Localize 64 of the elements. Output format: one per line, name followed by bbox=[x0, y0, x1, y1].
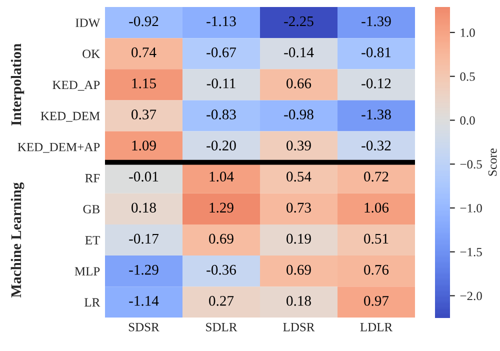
data-label: -0.01 bbox=[129, 172, 158, 182]
data-label: 0.66 bbox=[286, 78, 312, 88]
color-bar-title: Score bbox=[488, 148, 497, 176]
data-label: 0.72 bbox=[364, 172, 388, 182]
data-label: 1.09 bbox=[132, 140, 156, 151]
y-tick-label: KED_DEM bbox=[40, 112, 100, 122]
data-label: -1.29 bbox=[129, 264, 158, 275]
y-tick-label: IDW bbox=[76, 18, 100, 28]
color-bar-label: 0.5 bbox=[460, 72, 475, 81]
data-label: 0.37 bbox=[132, 110, 156, 120]
y-tick-label: GB bbox=[83, 204, 100, 214]
x-tick-label: LDLR bbox=[360, 323, 393, 332]
x-tick-label: SDSR bbox=[128, 322, 160, 332]
color-bar-label: 0.0 bbox=[460, 116, 475, 125]
data-label: -0.81 bbox=[362, 47, 391, 58]
text: Machine Learning bbox=[10, 182, 24, 298]
data-label: 0.27 bbox=[209, 296, 234, 306]
data-label: 0.18 bbox=[132, 202, 156, 213]
data-label: -2.25 bbox=[284, 16, 314, 26]
data-label: 0.76 bbox=[364, 264, 389, 275]
data-label: 0.74 bbox=[132, 47, 156, 58]
color-bar-label: 1.0 bbox=[460, 28, 475, 37]
y-tick-label: OK bbox=[82, 50, 100, 58]
data-label: 1.06 bbox=[364, 202, 389, 213]
data-label: 0.19 bbox=[286, 234, 311, 244]
data-label: 0.51 bbox=[364, 234, 388, 244]
data-label: 0.73 bbox=[286, 202, 311, 213]
y-tick-label: LR bbox=[84, 298, 100, 306]
data-label: -1.38 bbox=[362, 110, 391, 120]
data-label: -0.67 bbox=[206, 47, 236, 58]
data-label: -1.13 bbox=[206, 16, 236, 26]
data-label: -0.14 bbox=[284, 47, 314, 58]
y-tick-label: KED_DEM+AP bbox=[18, 142, 100, 153]
data-label: -1.14 bbox=[129, 296, 159, 306]
data-label: -0.17 bbox=[129, 234, 159, 244]
data-label: 1.04 bbox=[210, 172, 234, 182]
data-label: 1.29 bbox=[210, 202, 234, 213]
data-label: -0.11 bbox=[206, 78, 236, 88]
y-tick-label: RF bbox=[85, 174, 100, 182]
data-label: 0.18 bbox=[286, 296, 311, 306]
data-label: -0.20 bbox=[206, 140, 236, 151]
y-tick-label: ET bbox=[85, 236, 100, 244]
data-label: -0.98 bbox=[284, 110, 314, 120]
x-tick-label: SDLR bbox=[206, 322, 238, 332]
y-tick-label: MLP bbox=[74, 267, 100, 276]
x-tick-label: LDSR bbox=[283, 322, 315, 332]
data-label: -0.83 bbox=[206, 110, 236, 120]
data-label: 0.54 bbox=[286, 172, 312, 182]
color-bar-label: −1.0 bbox=[460, 204, 482, 212]
color-bar-label: −0.5 bbox=[460, 160, 482, 169]
data-label: 0.97 bbox=[364, 296, 389, 306]
data-label: -0.92 bbox=[129, 16, 158, 26]
color-bar-label: −1.5 bbox=[460, 248, 482, 256]
data-label: 1.15 bbox=[132, 78, 156, 88]
data-label: -0.32 bbox=[362, 140, 391, 151]
data-label: -0.12 bbox=[362, 78, 391, 88]
data-label: 0.69 bbox=[209, 234, 234, 244]
color-bar-label: −2.0 bbox=[460, 292, 482, 300]
data-label: -1.39 bbox=[362, 16, 391, 26]
data-label: -0.36 bbox=[206, 264, 236, 275]
data-label: 0.39 bbox=[286, 140, 311, 151]
data-label: 0.69 bbox=[286, 264, 311, 275]
y-tick-label: KED_AP bbox=[52, 80, 100, 91]
text: Interpolation bbox=[10, 44, 24, 126]
